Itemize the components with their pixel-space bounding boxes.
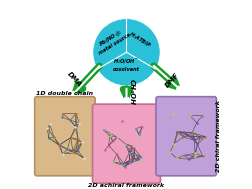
Text: Pb(NO$_3$)$_2$
metal source: Pb(NO$_3$)$_2$ metal source xyxy=(93,24,132,56)
Circle shape xyxy=(92,19,160,86)
Text: DMA: DMA xyxy=(66,71,82,89)
Text: DMF: DMF xyxy=(164,71,180,88)
Text: CH₃OH: CH₃OH xyxy=(128,79,134,105)
FancyBboxPatch shape xyxy=(155,97,216,176)
Text: H$_2$ATBIP: H$_2$ATBIP xyxy=(127,30,153,51)
Text: 1D double chain: 1D double chain xyxy=(36,91,93,96)
FancyBboxPatch shape xyxy=(35,97,95,176)
Text: 2D chiral framework: 2D chiral framework xyxy=(215,100,220,172)
FancyBboxPatch shape xyxy=(92,104,160,183)
Text: 2D achiral framework: 2D achiral framework xyxy=(88,183,164,188)
Text: H$_2$O/OH$^-$
cosolvent: H$_2$O/OH$^-$ cosolvent xyxy=(113,57,139,72)
